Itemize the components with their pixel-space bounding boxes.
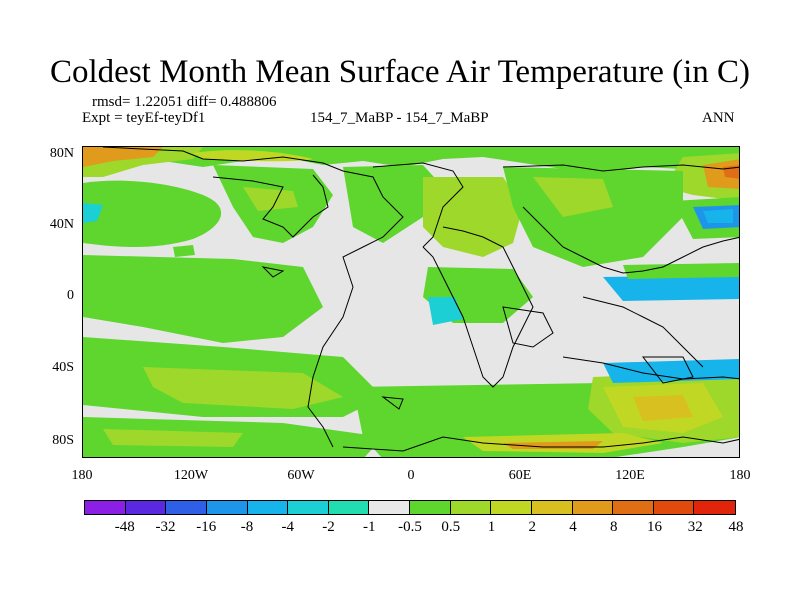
anomaly-region xyxy=(193,150,313,162)
anomaly-region xyxy=(243,187,298,211)
y-tick-label: 80S xyxy=(52,433,74,448)
anomaly-region xyxy=(603,275,739,301)
anomaly-region xyxy=(103,429,243,447)
anomaly-region xyxy=(428,297,463,325)
y-tick-label: 40N xyxy=(49,217,74,232)
colorbar-label: 32 xyxy=(687,519,703,535)
colorbar-label: 2 xyxy=(528,519,537,535)
y-tick-label: 80N xyxy=(49,146,74,161)
anomaly-region xyxy=(83,180,222,247)
anomaly-region xyxy=(633,395,693,421)
colorbar-swatch xyxy=(125,501,167,514)
colorbar-swatch xyxy=(85,501,126,514)
colorbar-label: 4 xyxy=(569,519,577,535)
y-tick-label: 40S xyxy=(52,360,74,375)
anomaly-region xyxy=(83,255,323,343)
temperature-map xyxy=(82,146,740,458)
colorbar-label: -32 xyxy=(155,519,176,535)
colorbar-swatch xyxy=(206,501,248,514)
colorbar-label: -1 xyxy=(363,519,376,535)
colorbar-label: 48 xyxy=(728,519,744,535)
plot-title: Coldest Month Mean Surface Air Temperatu… xyxy=(50,54,750,90)
colorbar-label: -0.5 xyxy=(398,519,422,535)
anomaly-region xyxy=(83,147,163,167)
anomaly-region xyxy=(603,359,739,383)
colorbar-swatch xyxy=(369,501,410,514)
colorbar-label: -4 xyxy=(281,519,295,535)
anomaly-region xyxy=(83,203,103,223)
x-tick-label: 120E xyxy=(615,468,645,483)
colorbar-swatch xyxy=(531,501,573,514)
colorbar-label: 16 xyxy=(647,519,662,535)
colorbar-swatch xyxy=(694,501,735,514)
x-tick-label: 60W xyxy=(287,468,315,483)
x-tick-label: 0 xyxy=(407,468,415,483)
colorbar-swatch xyxy=(328,501,370,514)
y-tick-label: 0 xyxy=(67,288,74,303)
colorbar-swatch xyxy=(288,501,329,514)
colorbar-swatch xyxy=(410,501,451,514)
x-tick-label: 60E xyxy=(508,468,532,483)
anomaly-region xyxy=(533,177,613,217)
x-tick-label: 180 xyxy=(71,468,93,483)
coastlines xyxy=(102,147,739,452)
colorbar-swatch xyxy=(653,501,695,514)
anomaly-region xyxy=(703,209,733,223)
colorbar-label: -48 xyxy=(114,519,135,535)
map-field xyxy=(83,147,739,457)
case-text: 154_7_MaBP - 154_7_MaBP xyxy=(310,110,489,126)
colorbar-swatch xyxy=(247,501,289,514)
colorbar-label: 1 xyxy=(487,519,496,535)
colorbar-label: -2 xyxy=(322,519,335,535)
colorbar-swatch xyxy=(613,501,654,514)
x-tick-label: 120W xyxy=(173,468,209,483)
anomaly-region xyxy=(173,245,195,257)
colorbar-label: 8 xyxy=(610,519,618,535)
colorbar-label: -16 xyxy=(196,519,217,535)
colorbar-swatch xyxy=(450,501,492,514)
colorbar-swatch xyxy=(572,501,614,514)
anomaly-region xyxy=(143,367,343,409)
colorbar-swatch xyxy=(166,501,207,514)
anomaly-region xyxy=(623,263,739,279)
colorbar-label: 0.5 xyxy=(441,519,461,535)
season-text: ANN xyxy=(702,110,735,126)
anomaly-region xyxy=(343,165,443,243)
colorbar xyxy=(84,500,736,515)
x-tick-label: 180 xyxy=(729,468,751,483)
stats-text: rmsd= 1.22051 diff= 0.488806 xyxy=(92,94,277,110)
colorbar-label: -8 xyxy=(240,519,254,535)
colorbar-swatch xyxy=(491,501,532,514)
expt-text: Expt = teyEf-teyDf1 xyxy=(82,110,206,126)
anomaly-region xyxy=(423,177,523,257)
